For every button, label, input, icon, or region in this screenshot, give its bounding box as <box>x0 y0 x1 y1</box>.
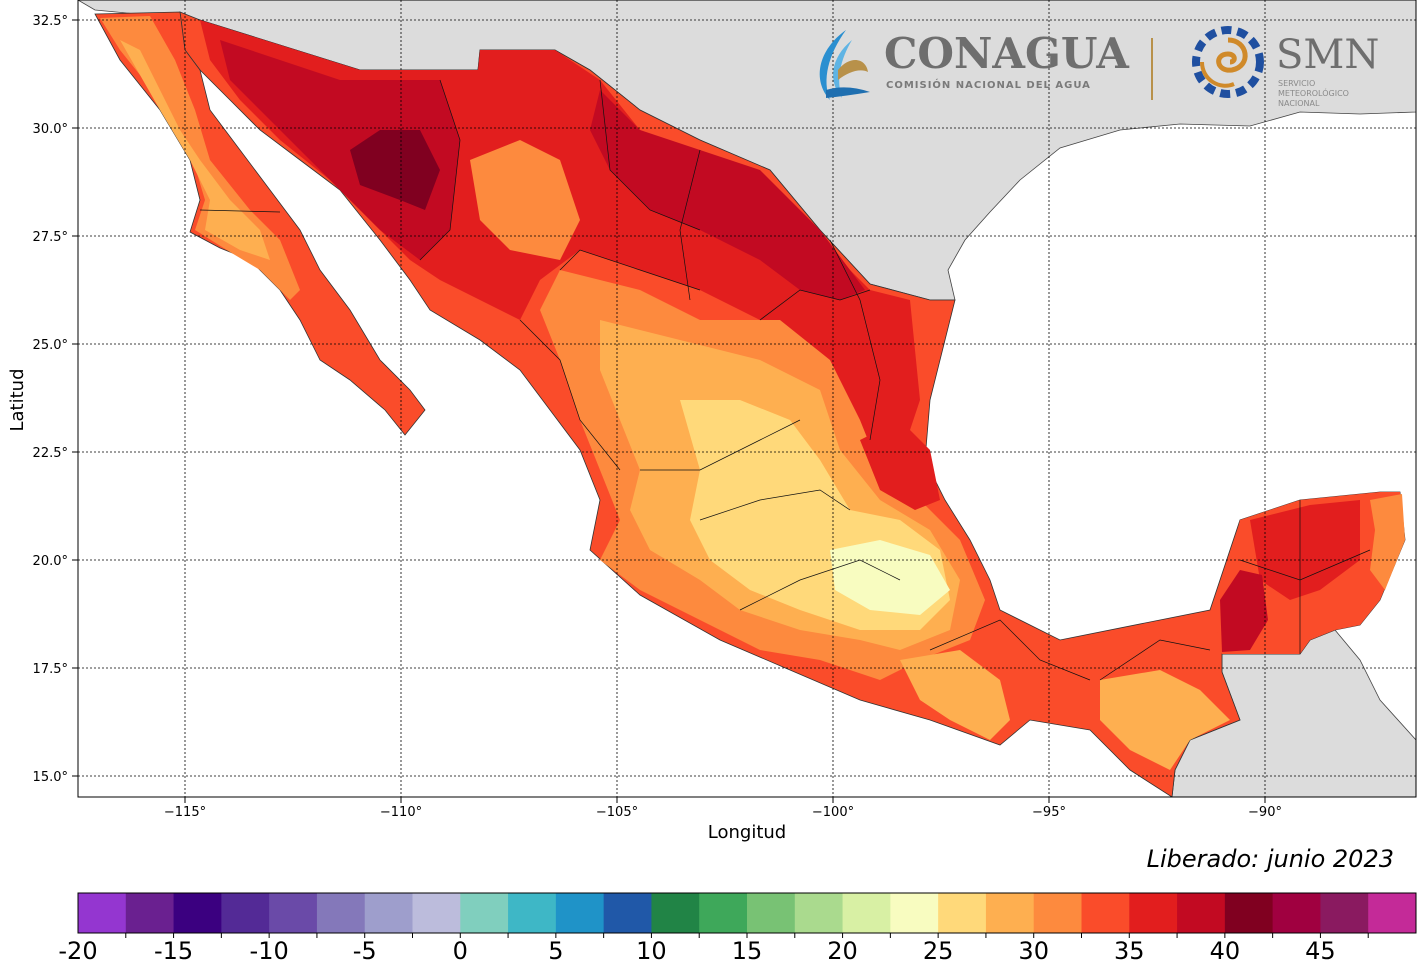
heat-zone-light-baja <box>120 40 270 260</box>
smn-logo-icon <box>1192 26 1264 98</box>
colorbar-swatch <box>460 893 509 933</box>
x-tick-label: −95° <box>1032 805 1066 820</box>
heat-zone-red-tamaulipas <box>860 420 940 510</box>
colorbar-swatch <box>747 893 796 933</box>
y-tick-label: 27.5° <box>33 230 68 245</box>
colorbar-swatch <box>603 893 652 933</box>
colorbar-swatch <box>1224 893 1274 933</box>
colorbar-swatch <box>364 893 413 933</box>
colorbar-swatch <box>555 893 605 933</box>
y-tick-label: 20.0° <box>33 554 68 569</box>
heat-zone-qroo-orange <box>1370 494 1405 590</box>
colorbar-swatch <box>842 893 891 933</box>
colorbar-swatch <box>412 893 461 933</box>
colorbar-label: 25 <box>923 937 954 965</box>
colorbar-swatch <box>269 893 318 933</box>
x-tick-label: −100° <box>812 805 854 820</box>
colorbar-swatch <box>173 893 222 933</box>
colorbar-swatches <box>78 893 1417 933</box>
colorbar-label: -15 <box>154 937 193 965</box>
heat-zone-campeche-darkred <box>1220 570 1268 652</box>
colorbar-label: 40 <box>1210 937 1241 965</box>
heat-zone-darkred-northeast <box>590 90 865 300</box>
colorbar-swatch <box>1033 893 1082 933</box>
colorbar-labels: -20 -15 -10 -5 0 5 10 15 20 25 30 35 40 45 <box>58 933 1369 965</box>
colorbar-swatch <box>125 893 175 933</box>
x-axis-title: Longitud <box>708 822 786 843</box>
smn-subtitle-line-1: SERVICIO <box>1278 79 1315 88</box>
colorbar-swatch <box>508 893 557 933</box>
conagua-name: CONAGUA <box>884 29 1130 78</box>
y-tick-label: 17.5° <box>33 662 68 677</box>
colorbar-label: -10 <box>250 937 289 965</box>
plot-frame <box>77 0 1417 798</box>
temperature-map: CONAGUA COMISIÓN NACIONAL DEL AGUA SMN S… <box>7 0 1417 843</box>
y-tick-label: 15.0° <box>33 770 68 785</box>
y-tick-label: 25.0° <box>33 338 68 353</box>
heat-zone-light-south <box>900 650 1010 740</box>
colorbar-swatch <box>794 893 844 933</box>
colorbar: -20 -15 -10 -5 0 5 10 15 20 25 30 35 40 45 <box>58 892 1417 965</box>
colorbar-swatch <box>699 893 748 933</box>
colorbar-label: 0 <box>453 937 468 965</box>
heat-zone-orange-chihuahua <box>470 140 580 260</box>
y-axis: 32.5° 30.0° 27.5° 25.0° 22.5° 20.0° 17.5… <box>7 14 78 785</box>
colorbar-label: -20 <box>58 937 97 965</box>
y-tick-label: 22.5° <box>33 446 68 461</box>
colorbar-label: 30 <box>1018 937 1049 965</box>
colorbar-swatch <box>1081 893 1130 933</box>
colorbar-swatch <box>938 893 987 933</box>
colorbar-label: 10 <box>636 937 667 965</box>
colorbar-swatch <box>1368 893 1417 933</box>
conagua-logo-icon <box>819 30 870 100</box>
colorbar-label: 45 <box>1305 937 1336 965</box>
heat-zone-light-chiapas <box>1100 670 1230 770</box>
heat-zone-yucatan-red <box>1250 500 1360 600</box>
y-axis-title: Latitud <box>7 368 28 431</box>
colorbar-label: 20 <box>827 937 858 965</box>
smn-name: SMN <box>1276 32 1379 78</box>
colorbar-swatch <box>1320 893 1369 933</box>
colorbar-swatch <box>985 893 1035 933</box>
release-date-label: Liberado: junio 2023 <box>1146 845 1394 873</box>
smn-subtitle-line-3: NACIONAL <box>1278 99 1320 108</box>
colorbar-swatch <box>78 893 127 933</box>
heat-zone-darkred-northwest <box>220 40 460 260</box>
x-tick-label: −90° <box>1248 805 1282 820</box>
y-tick-label: 32.5° <box>33 14 68 29</box>
colorbar-label: 35 <box>1114 937 1145 965</box>
colorbar-swatch <box>1129 893 1178 933</box>
state-borders <box>199 79 1371 681</box>
colorbar-swatch <box>651 893 700 933</box>
agency-logos: CONAGUA COMISIÓN NACIONAL DEL AGUA SMN S… <box>819 26 1379 108</box>
colorbar-swatch <box>221 893 270 933</box>
y-tick-label: 30.0° <box>33 122 68 137</box>
x-tick-label: −105° <box>596 805 638 820</box>
x-tick-label: −110° <box>380 805 422 820</box>
colorbar-label: -5 <box>353 937 377 965</box>
heat-zone-pale-mexico-city <box>830 540 950 615</box>
colorbar-swatch <box>890 893 939 933</box>
x-axis: −115° −110° −105° −100° −95° −90° Longit… <box>164 797 1282 843</box>
smn-subtitle-line-2: METEOROLÓGICO <box>1278 87 1349 98</box>
colorbar-label: 15 <box>732 937 763 965</box>
colorbar-swatch <box>1272 893 1321 933</box>
conagua-subtitle: COMISIÓN NACIONAL DEL AGUA <box>886 78 1091 91</box>
colorbar-swatch <box>316 893 366 933</box>
x-tick-label: −115° <box>164 805 206 820</box>
colorbar-label: 5 <box>548 937 563 965</box>
heat-zone-maroon-sonora <box>350 130 440 210</box>
gridlines <box>78 0 1416 797</box>
colorbar-swatch <box>1177 893 1226 933</box>
